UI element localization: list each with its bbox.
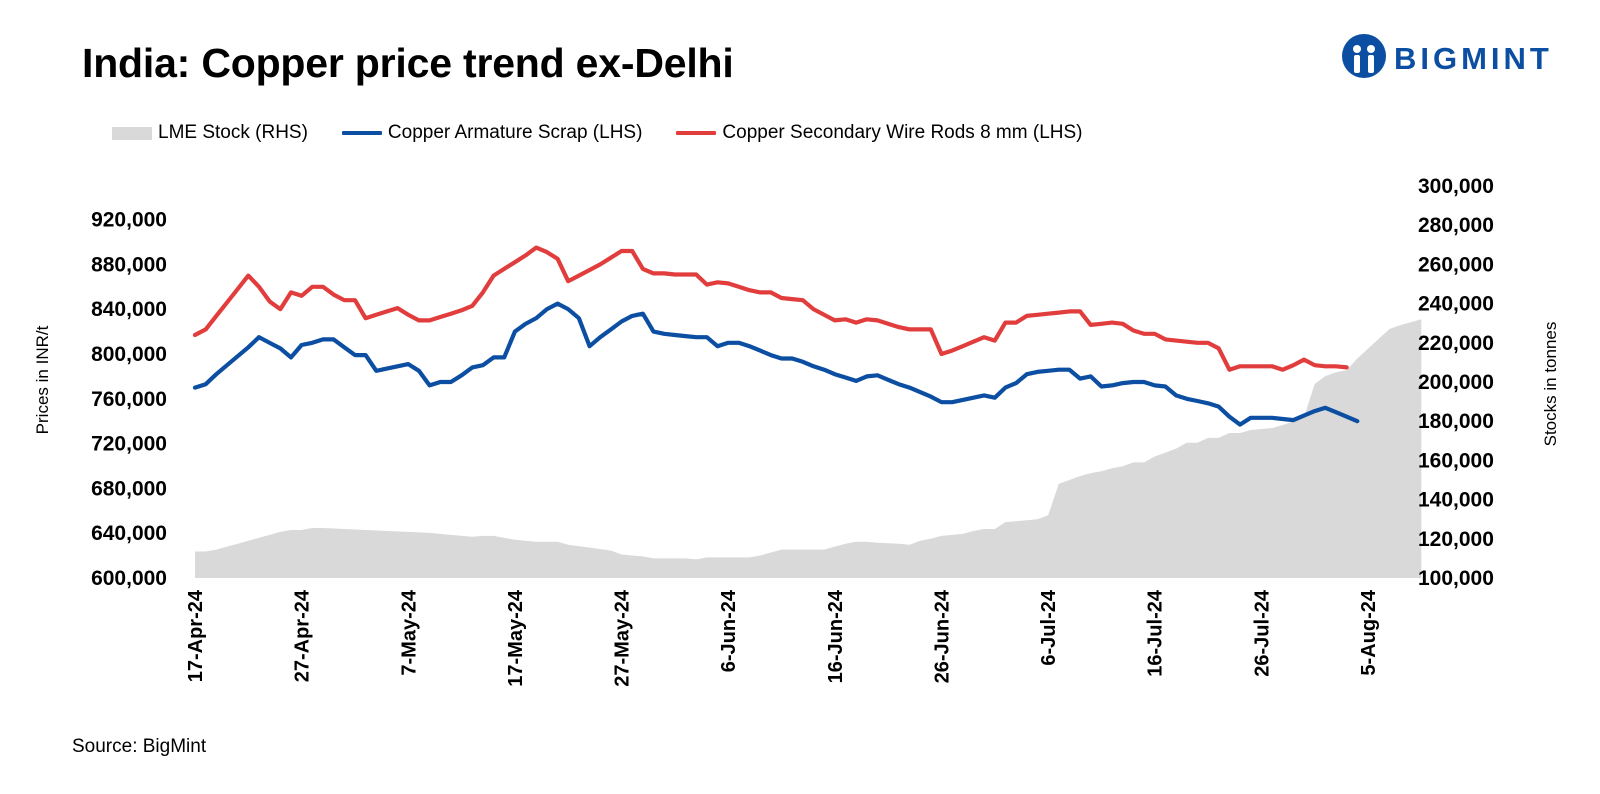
x-tick-label: 27-May-24 — [612, 589, 634, 687]
y-left-tick-label: 760,000 — [91, 388, 167, 411]
logo-icon — [1342, 34, 1386, 78]
legend-item-lme-stock: LME Stock (RHS) — [112, 122, 308, 144]
x-tick-label: 7-May-24 — [398, 589, 420, 675]
x-tick-label: 16-Jul-24 — [1145, 589, 1167, 677]
series-area-lme-stock — [195, 319, 1422, 578]
y-right-tick-label: 220,000 — [1418, 332, 1494, 355]
y-right-tick-label: 160,000 — [1418, 449, 1494, 472]
y-left-tick-label: 640,000 — [91, 522, 167, 545]
y-left-tick-label: 920,000 — [91, 209, 167, 232]
y-right-tick-label: 140,000 — [1418, 489, 1494, 512]
x-tick-label: 16-Jun-24 — [825, 589, 847, 683]
y-left-tick-label: 800,000 — [91, 343, 167, 366]
x-tick-label: 26-Jul-24 — [1251, 589, 1273, 677]
x-tick-label: 6-Jun-24 — [718, 589, 740, 672]
y-right-tick-label: 280,000 — [1418, 214, 1494, 237]
y-left-axis-title: Prices in INR/t — [33, 325, 52, 434]
legend-item-armature-scrap: Copper Armature Scrap (LHS) — [341, 122, 643, 144]
y-right-tick-label: 180,000 — [1418, 410, 1494, 433]
legend-swatch-wire-rods — [676, 131, 717, 135]
y-left-tick-label: 840,000 — [91, 298, 167, 321]
series-line-wire-rods — [192, 245, 1349, 372]
x-tick-label: 27-Apr-24 — [292, 589, 314, 682]
y-right-tick-label: 120,000 — [1418, 528, 1494, 551]
source-note: Source: BigMint — [72, 736, 207, 757]
y-right-tick-label: 260,000 — [1418, 253, 1494, 276]
y-right-tick-label: 300,000 — [1418, 175, 1494, 198]
legend-label-lme-stock: LME Stock (RHS) — [158, 122, 308, 143]
y-right-tick-label: 240,000 — [1418, 293, 1494, 316]
y-right-tick-label: 200,000 — [1418, 371, 1494, 394]
series-line-armature-scrap — [192, 301, 1360, 427]
y-left-tick-label: 600,000 — [91, 567, 167, 590]
x-tick-label: 17-May-24 — [505, 589, 527, 687]
y-right-tick-label: 100,000 — [1418, 567, 1494, 590]
legend-swatch-lme-stock — [112, 126, 152, 140]
x-tick-label: 17-Apr-24 — [185, 589, 207, 682]
y-left-tick-label: 880,000 — [91, 253, 167, 276]
y-right-axis-title: Stocks in tonnes — [1541, 322, 1560, 447]
chart-title: India: Copper price trend ex-Delhi — [82, 40, 734, 86]
chart-plot: 600,000 640,000 680,000 720,000 760,000 800,0… — [33, 175, 1560, 687]
y-left-tick-label: 720,000 — [91, 433, 167, 456]
legend-item-wire-rods: Copper Secondary Wire Rods 8 mm (LHS) — [676, 122, 1083, 144]
legend-swatch-armature-scrap — [341, 131, 382, 135]
x-tick-label: 26-Jun-24 — [932, 589, 954, 683]
x-tick-label: 6-Jul-24 — [1038, 589, 1060, 665]
bigmint-logo: BIGMINT — [1342, 34, 1553, 78]
legend-label-armature-scrap: Copper Armature Scrap (LHS) — [387, 122, 643, 143]
x-tick-label: 5-Aug-24 — [1358, 589, 1380, 675]
legend: LME Stock (RHS) Copper Armature Scrap (L… — [112, 120, 1117, 146]
logo-text: BIGMINT — [1394, 41, 1553, 76]
legend-label-wire-rods: Copper Secondary Wire Rods 8 mm (LHS) — [722, 122, 1083, 143]
y-left-tick-label: 680,000 — [91, 477, 167, 500]
